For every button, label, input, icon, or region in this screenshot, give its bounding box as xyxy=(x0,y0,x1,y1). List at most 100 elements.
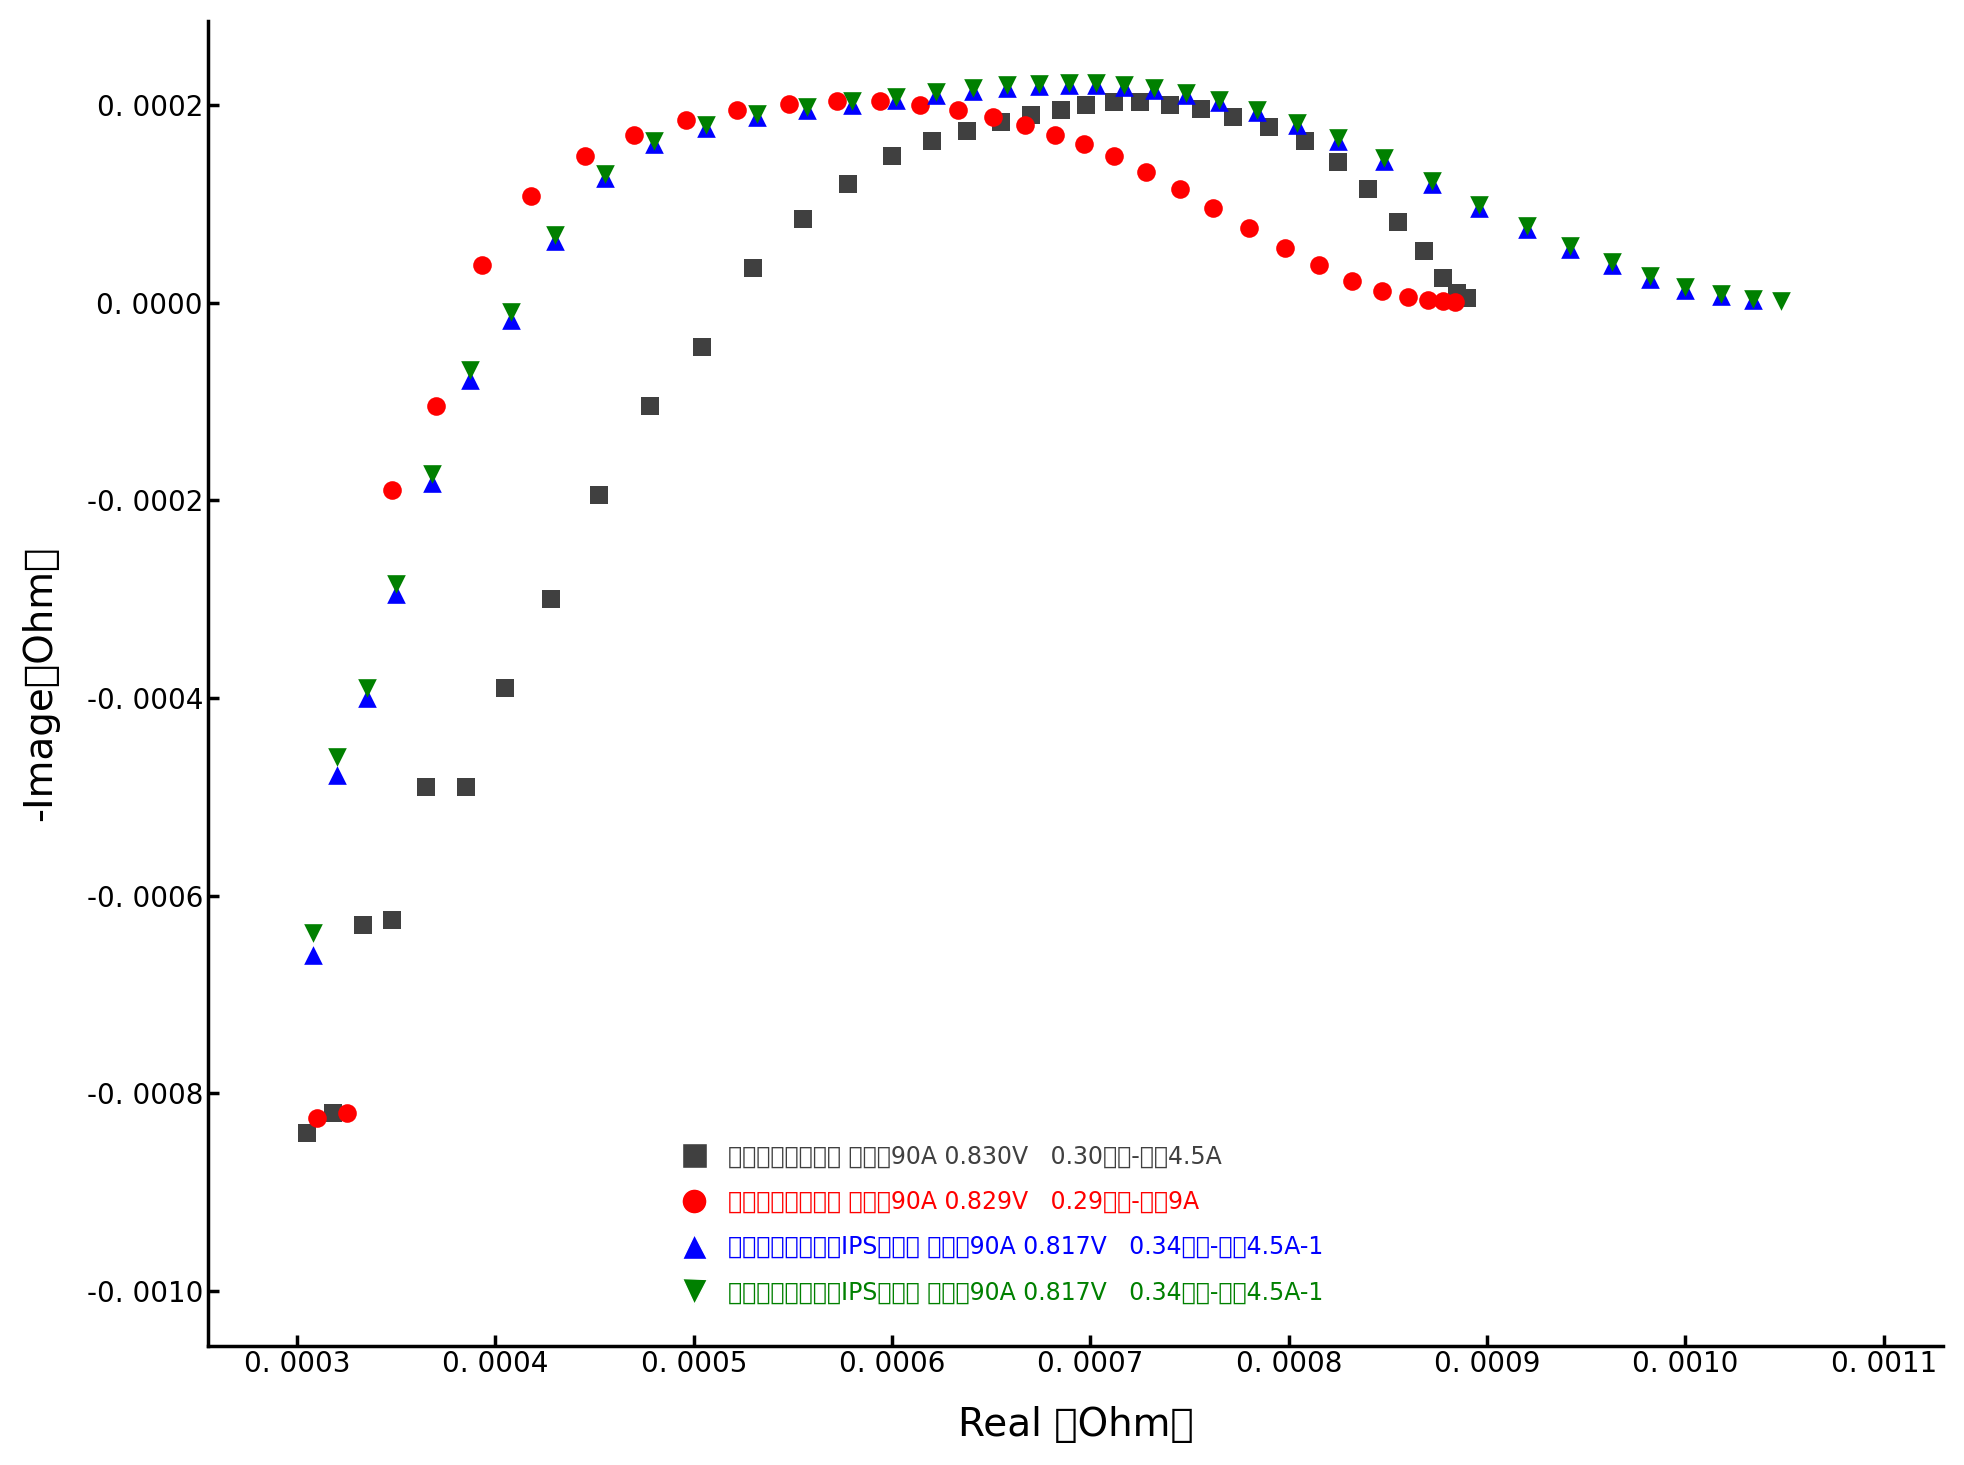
Point xyxy=(1705,284,1736,308)
Point xyxy=(1322,151,1353,174)
Point xyxy=(300,1106,332,1130)
Point xyxy=(1428,289,1459,312)
Point xyxy=(992,76,1023,100)
Point xyxy=(821,89,852,113)
Point xyxy=(381,573,412,596)
Point xyxy=(1009,113,1041,136)
Point xyxy=(1634,267,1665,290)
Point xyxy=(1669,275,1701,299)
Point xyxy=(992,73,1023,97)
Point xyxy=(1764,289,1795,312)
Point xyxy=(670,108,701,132)
Point xyxy=(986,110,1017,133)
Point xyxy=(788,207,819,230)
Point xyxy=(410,775,442,798)
Point xyxy=(1412,289,1444,312)
Point xyxy=(689,116,721,139)
Point xyxy=(291,1121,322,1144)
Point xyxy=(348,914,379,938)
Point xyxy=(740,105,772,129)
Point xyxy=(619,123,650,146)
Point xyxy=(1184,97,1216,120)
Point xyxy=(1428,267,1459,290)
Point xyxy=(1241,98,1273,122)
Point xyxy=(1440,290,1471,314)
Point xyxy=(1416,173,1447,196)
Point xyxy=(1302,253,1334,277)
Point xyxy=(589,163,621,186)
Point xyxy=(1351,177,1383,201)
Point xyxy=(1281,111,1312,135)
Point xyxy=(381,583,412,607)
Point xyxy=(740,103,772,126)
Point xyxy=(1053,73,1084,97)
Point xyxy=(1442,281,1473,305)
Point xyxy=(589,167,621,190)
Point xyxy=(1554,237,1585,261)
Point xyxy=(416,472,448,495)
Point xyxy=(876,145,907,168)
Point xyxy=(880,88,911,111)
Point xyxy=(1322,127,1353,151)
Point xyxy=(1463,193,1495,217)
Point xyxy=(837,94,868,117)
Point xyxy=(1163,177,1194,201)
Point xyxy=(450,775,481,798)
Point xyxy=(721,98,752,122)
Point xyxy=(685,335,717,359)
Point xyxy=(1595,251,1626,274)
Point xyxy=(320,746,352,769)
Point xyxy=(774,92,805,116)
Point xyxy=(1288,130,1320,154)
Point xyxy=(1391,284,1422,308)
Point xyxy=(1736,287,1768,311)
Point xyxy=(1416,170,1447,193)
Point xyxy=(1137,76,1169,100)
Point xyxy=(1108,75,1139,98)
Point xyxy=(1039,123,1070,146)
Point xyxy=(791,98,823,122)
Point xyxy=(316,1102,348,1125)
Point xyxy=(1367,149,1398,173)
Point xyxy=(1322,130,1353,154)
Point xyxy=(352,677,383,700)
Point xyxy=(489,677,520,700)
Point xyxy=(1669,278,1701,302)
Point xyxy=(454,357,485,381)
Point xyxy=(1451,286,1483,309)
Point xyxy=(1595,253,1626,277)
Point xyxy=(377,908,409,932)
Point xyxy=(1053,72,1084,95)
Point xyxy=(736,256,768,280)
Point xyxy=(320,763,352,787)
Point xyxy=(638,133,670,157)
Point xyxy=(1365,278,1396,302)
Point xyxy=(1736,289,1768,312)
Point xyxy=(1080,72,1112,95)
Point xyxy=(689,113,721,136)
Point xyxy=(1153,94,1184,117)
Point xyxy=(837,89,868,113)
Point xyxy=(297,943,328,967)
Point xyxy=(1554,234,1585,258)
Point xyxy=(1218,105,1249,129)
Point xyxy=(1129,160,1161,183)
Point xyxy=(1253,114,1284,138)
Point xyxy=(941,98,972,122)
Point xyxy=(903,94,935,117)
Point xyxy=(570,145,601,168)
Point xyxy=(1510,218,1542,242)
Point xyxy=(297,921,328,945)
Point xyxy=(1080,73,1112,97)
Point xyxy=(833,173,864,196)
Point xyxy=(420,394,452,418)
Point xyxy=(465,253,497,277)
Point xyxy=(1098,91,1129,114)
Point xyxy=(1023,75,1055,98)
Point xyxy=(538,230,570,253)
Point xyxy=(880,85,911,108)
Point xyxy=(1070,94,1102,117)
Point xyxy=(1269,236,1300,259)
Point xyxy=(1705,281,1736,305)
Point xyxy=(951,119,982,142)
